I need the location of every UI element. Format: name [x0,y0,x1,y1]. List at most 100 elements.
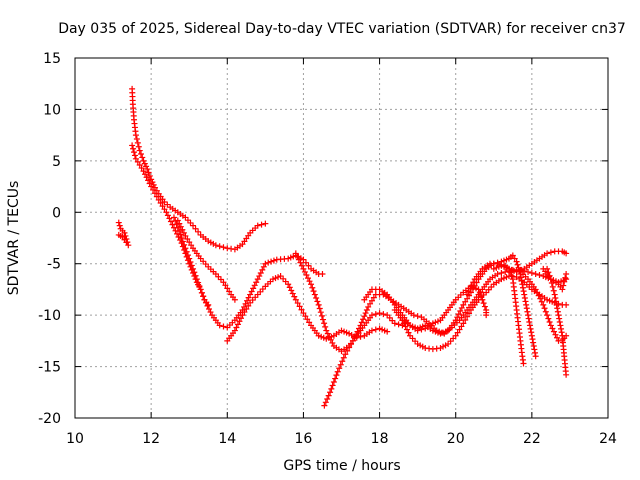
data-point [348,341,355,348]
data-point [136,147,143,154]
data-point [196,283,203,289]
data-point [452,317,459,324]
data-point [365,303,372,310]
data-point [368,327,375,334]
data-point [321,320,328,327]
data-point [191,269,198,276]
data-point [142,171,149,178]
data-point [368,297,375,304]
data-point [144,166,151,173]
data-point [258,221,265,228]
data-point [337,361,344,368]
data-point [233,324,240,331]
data-point [262,260,269,267]
data-point [521,291,528,298]
data-point [514,261,521,268]
data-point [563,371,570,378]
data-point [454,329,461,336]
data-point [354,328,361,335]
data-point [563,332,570,339]
x-tick-labels: 10 12 14 16 18 20 22 24 [66,431,617,447]
data-point [536,272,543,279]
data-point [556,319,563,325]
data-point [549,325,556,332]
data-point [166,215,173,222]
data-point [330,379,337,385]
data-point [508,272,515,279]
data-point [300,310,307,317]
data-point [544,312,551,319]
data-point [526,322,533,329]
data-point [464,313,471,320]
data-point [131,152,138,159]
y-tick-label: -10 [38,308,61,324]
data-point [141,160,148,167]
data-point [340,354,347,361]
data-point [184,252,191,259]
data-point [310,288,317,295]
data-point [294,300,301,307]
data-point [134,158,141,165]
data-point [321,402,328,409]
data-point [318,312,325,319]
data-point [250,285,257,292]
data-point [146,172,153,179]
data-point [549,283,556,290]
data-point [304,275,311,282]
data-point [146,180,153,187]
data-point [520,288,527,295]
data-point [222,282,229,289]
data-point [480,300,487,307]
data-point [367,300,374,307]
data-point [148,183,155,190]
data-point [532,349,539,356]
data-point [522,298,529,305]
data-point [525,312,532,319]
data-point [265,259,272,266]
data-point [286,284,293,291]
data-point [329,339,336,346]
chart-title: Day 035 of 2025, Sidereal Day-to-day VTE… [58,21,626,37]
x-tick-label: 18 [371,431,389,447]
data-point [372,311,379,318]
data-point [511,255,518,262]
data-point [494,260,501,267]
data-point [192,272,199,279]
data-point [541,305,548,312]
series-arc-6 [224,273,391,344]
data-point [188,262,195,269]
data-point [553,301,560,308]
data-point [324,395,331,402]
data-point [294,253,301,260]
series-arc-10 [391,273,570,353]
data-point [563,250,570,257]
data-point [130,145,137,152]
data-point [204,302,211,309]
data-point [405,329,412,336]
data-point [518,277,525,284]
data-point [291,293,298,300]
x-tick-label: 24 [599,431,617,447]
data-point [220,323,227,330]
data-point [176,220,183,227]
data-point [298,306,305,313]
data-point [298,262,305,269]
data-point [550,287,557,294]
data-point [306,319,313,326]
data-point [295,256,302,263]
data-point [190,265,197,272]
data-point [302,313,309,320]
data-point [460,301,467,308]
data-point [544,250,551,257]
data-point [140,168,147,175]
data-point [148,176,155,183]
data-point [552,295,559,301]
data-point [362,310,369,317]
data-point [532,286,539,293]
data-point [174,224,181,231]
data-point [206,305,213,312]
data-point [457,308,464,315]
data-point [309,284,316,291]
data-point [410,312,417,319]
